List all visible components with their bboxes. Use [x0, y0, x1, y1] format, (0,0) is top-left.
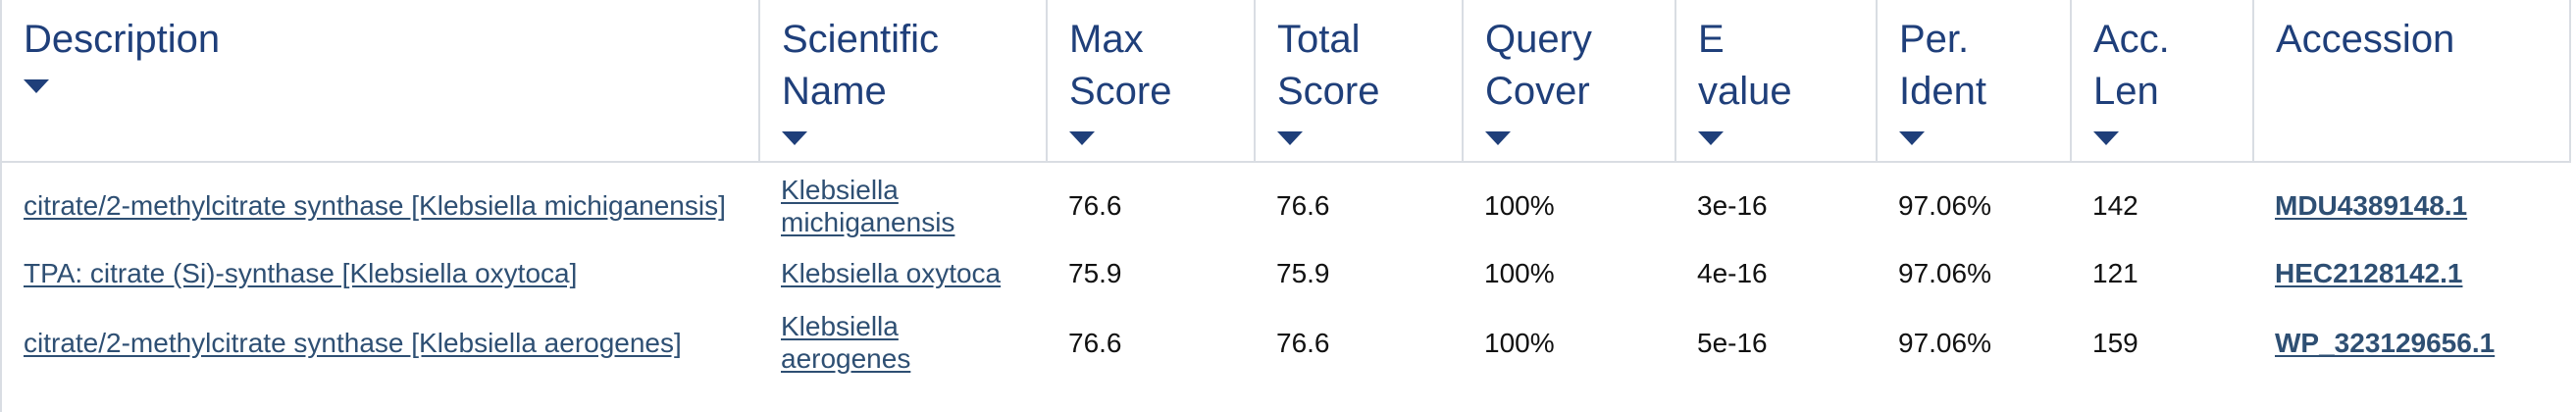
col-header-max-score[interactable]: Max Score: [1047, 0, 1256, 163]
sort-caret-down-icon[interactable]: [2093, 131, 2119, 145]
cell-accession: WP_323129656.1: [2253, 305, 2570, 380]
cell-description: TPA: citrate (Si)-synthase [Klebsiella o…: [2, 240, 759, 305]
sort-caret-down-icon[interactable]: [1277, 131, 1303, 145]
cell-scientific-name: Klebsiella michiganensis: [759, 162, 1047, 240]
cell-e-value: 3e-16: [1697, 190, 1768, 221]
cell-accession: MDU4389148.1: [2253, 162, 2570, 240]
col-header-e-value[interactable]: E value: [1675, 0, 1878, 163]
col-header-description[interactable]: Description: [2, 0, 760, 163]
sort-caret-down-icon[interactable]: [1485, 131, 1511, 145]
col-header-label: Description: [24, 18, 221, 61]
sort-caret-down-icon[interactable]: [1698, 131, 1724, 145]
cell-per-ident: 97.06%: [1898, 327, 1991, 358]
col-header-scientific-name[interactable]: Scientific Name: [759, 0, 1048, 163]
cell-acc-len: 121: [2092, 257, 2138, 288]
accession-link[interactable]: MDU4389148.1: [2275, 190, 2468, 221]
sort-caret-down-icon[interactable]: [24, 79, 49, 93]
sort-caret-down-icon[interactable]: [1069, 131, 1095, 145]
cell-e-value: 5e-16: [1697, 327, 1768, 358]
cell-query-cover: 100%: [1484, 327, 1555, 358]
cell-per-ident: 97.06%: [1898, 257, 1991, 288]
col-header-label: Per. Ident: [1899, 18, 1986, 113]
cell-max-score: 75.9: [1068, 257, 1122, 288]
accession-link[interactable]: HEC2128142.1: [2275, 257, 2463, 288]
sort-caret-down-icon[interactable]: [782, 131, 807, 145]
cell-acc-len: 159: [2092, 327, 2138, 358]
table-row: citrate/2-methylcitrate synthase [Klebsi…: [2, 162, 2570, 240]
scientific-name-link[interactable]: Klebsiella michiganensis: [781, 174, 955, 237]
cell-query-cover: 100%: [1484, 190, 1555, 221]
cell-total-score: 76.6: [1276, 190, 1330, 221]
cell-total-score: 76.6: [1276, 327, 1330, 358]
col-header-label: Total Score: [1277, 18, 1380, 113]
cell-max-score: 76.6: [1068, 190, 1122, 221]
scientific-name-link[interactable]: Klebsiella aerogenes: [781, 311, 911, 374]
header-row: Description Scientific Name Max Score To…: [2, 0, 2571, 163]
cell-accession: HEC2128142.1: [2253, 240, 2570, 305]
cell-query-cover: 100%: [1484, 257, 1555, 288]
scientific-name-link[interactable]: Klebsiella oxytoca: [781, 257, 1002, 288]
col-header-label: Max Score: [1069, 18, 1172, 113]
table-row: TPA: citrate (Si)-synthase [Klebsiella o…: [2, 240, 2570, 305]
cell-scientific-name: Klebsiella aerogenes: [759, 305, 1047, 380]
description-link[interactable]: citrate/2-methylcitrate synthase [Klebsi…: [24, 190, 726, 221]
table-row: citrate/2-methylcitrate synthase [Klebsi…: [2, 305, 2570, 380]
cell-e-value: 4e-16: [1697, 257, 1768, 288]
accession-link[interactable]: WP_323129656.1: [2275, 327, 2496, 358]
cell-acc-len: 142: [2092, 190, 2138, 221]
col-header-label: Accession: [2276, 18, 2455, 61]
col-header-query-cover[interactable]: Query Cover: [1463, 0, 1676, 163]
cell-description: citrate/2-methylcitrate synthase [Klebsi…: [2, 162, 759, 240]
cell-description: citrate/2-methylcitrate synthase [Klebsi…: [2, 305, 759, 380]
description-link[interactable]: TPA: citrate (Si)-synthase [Klebsiella o…: [24, 257, 578, 288]
col-header-label: Scientific Name: [782, 18, 940, 113]
col-header-label: Acc. Len: [2093, 18, 2170, 113]
col-header-label: E value: [1698, 18, 1792, 113]
col-header-acc-len[interactable]: Acc. Len: [2071, 0, 2254, 163]
col-header-total-score[interactable]: Total Score: [1255, 0, 1464, 163]
col-header-accession[interactable]: Accession: [2253, 0, 2571, 163]
sort-caret-down-icon[interactable]: [1899, 131, 1925, 145]
col-header-per-ident[interactable]: Per. Ident: [1877, 0, 2072, 163]
cell-total-score: 75.9: [1276, 257, 1330, 288]
cell-per-ident: 97.06%: [1898, 190, 1991, 221]
cell-scientific-name: Klebsiella oxytoca: [759, 240, 1047, 305]
results-table: Description Scientific Name Max Score To…: [2, 0, 2571, 380]
cell-max-score: 76.6: [1068, 327, 1122, 358]
col-header-label: Query Cover: [1485, 18, 1592, 113]
description-link[interactable]: citrate/2-methylcitrate synthase [Klebsi…: [24, 327, 682, 358]
